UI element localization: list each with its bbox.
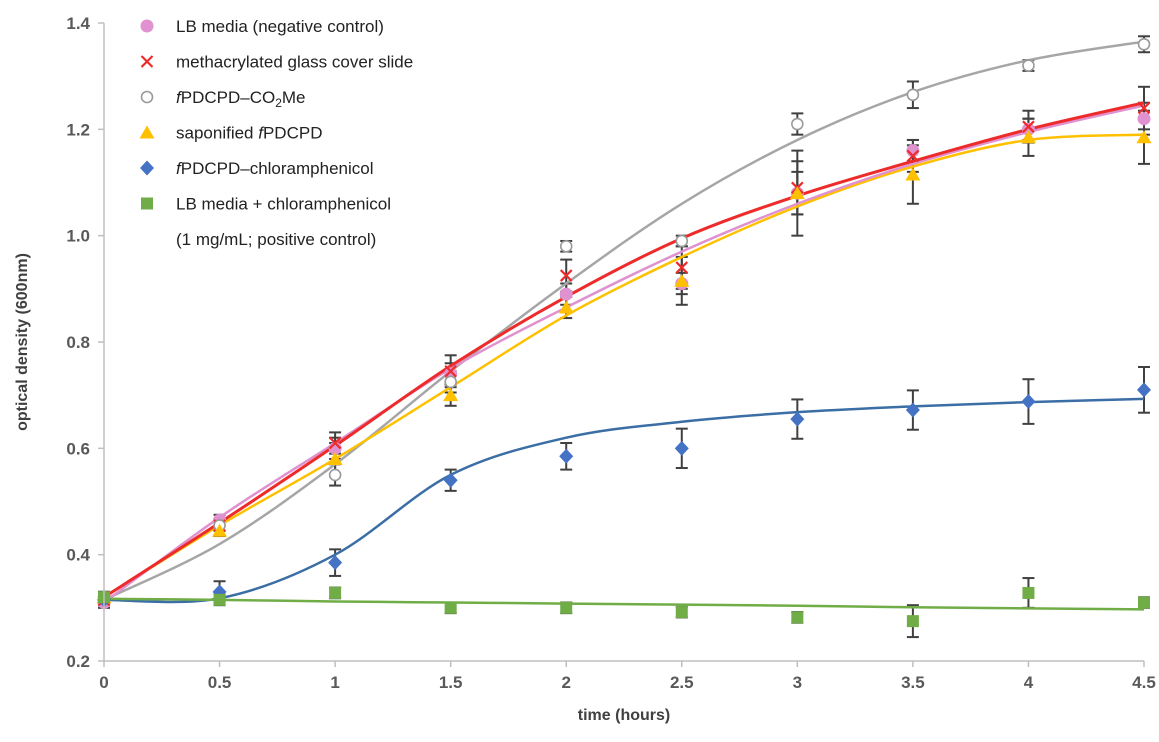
co2me-point bbox=[444, 375, 457, 389]
co2me-point bbox=[906, 88, 920, 102]
glass-point bbox=[559, 269, 573, 282]
legend-entry: (1 mg/mL; positive control) bbox=[176, 230, 376, 249]
co2me-point bbox=[675, 234, 689, 248]
x-tick-label: 0 bbox=[99, 673, 108, 692]
sapon-point bbox=[1136, 130, 1152, 144]
chlor-fit-curve bbox=[103, 397, 1145, 604]
legend-entry: methacrylated glass cover slide bbox=[176, 53, 413, 72]
x-tick-label: 0.5 bbox=[208, 673, 232, 692]
y-tick-label: 0.8 bbox=[66, 333, 90, 352]
chlor-point bbox=[443, 472, 458, 488]
y-tick-label: 0.4 bbox=[66, 546, 90, 565]
pos-point bbox=[675, 606, 688, 619]
data-points bbox=[96, 37, 1152, 628]
glass-point bbox=[1022, 120, 1035, 133]
sapon-point bbox=[1020, 130, 1036, 144]
legend-entry: fPDCPD–CO2Me bbox=[176, 88, 306, 110]
pos-point bbox=[329, 586, 342, 599]
legend-marker-sapon bbox=[139, 125, 155, 139]
fit-curves bbox=[103, 40, 1145, 611]
y-axis-label: optical density (600nm) bbox=[14, 253, 31, 431]
sapon-point bbox=[443, 388, 459, 402]
sapon-point bbox=[212, 523, 228, 537]
chlor-point bbox=[674, 440, 689, 456]
sapon-point bbox=[558, 300, 574, 314]
y-tick-label: 0.6 bbox=[66, 439, 90, 458]
chlor-point bbox=[1021, 394, 1036, 410]
x-axis-label: time (hours) bbox=[578, 707, 670, 724]
y-tick-label: 1.0 bbox=[66, 227, 90, 246]
co2me-point bbox=[328, 468, 342, 482]
co2me-point bbox=[559, 240, 573, 253]
pos-point bbox=[213, 593, 226, 606]
axes: 0 0.5 1 1.5 2 2.5 3 3.5 4 4.5 0.2 0.4 0.6 0.8 1.0 1.2 1.… bbox=[14, 14, 1156, 724]
chlor-point bbox=[1137, 382, 1151, 398]
co2me-point bbox=[1022, 59, 1035, 72]
pos-point bbox=[1138, 596, 1150, 609]
legend-marker-pos bbox=[141, 197, 153, 210]
x-tick-label: 2 bbox=[561, 673, 570, 692]
pos-point bbox=[791, 611, 804, 624]
glass-fit-curve bbox=[103, 101, 1145, 599]
sapon-point bbox=[905, 167, 921, 181]
y-tick-label: 1.4 bbox=[66, 14, 90, 33]
legend-entry: saponified fPDCPD bbox=[176, 124, 322, 143]
glass-point bbox=[675, 261, 689, 274]
lb-point bbox=[1137, 112, 1151, 126]
x-tick-label: 1 bbox=[330, 673, 339, 692]
sapon-fit-curve bbox=[103, 133, 1145, 599]
pos-point bbox=[1022, 586, 1035, 599]
co2me-point bbox=[791, 117, 804, 131]
glass-point bbox=[906, 149, 920, 163]
y-tick-label: 1.2 bbox=[66, 120, 90, 139]
legend: LB media (negative control) methacrylated… bbox=[139, 17, 413, 249]
lb-point bbox=[559, 287, 573, 301]
chlor-point bbox=[905, 402, 920, 418]
sapon-point bbox=[674, 273, 690, 287]
legend-marker-co2me bbox=[140, 90, 154, 104]
x-tick-label: 4.5 bbox=[1132, 673, 1156, 692]
sapon-point bbox=[789, 186, 805, 200]
x-tick-label: 3.5 bbox=[901, 673, 925, 692]
legend-marker-glass bbox=[140, 55, 154, 68]
legend-marker-chlor bbox=[140, 160, 154, 176]
lb-fit-curve bbox=[103, 104, 1145, 604]
legend-entry: fPDCPD–chloramphenicol bbox=[176, 159, 374, 178]
chlor-point bbox=[790, 411, 805, 427]
chlor-point bbox=[328, 555, 343, 571]
lb-point bbox=[1021, 122, 1035, 136]
y-tick-label: 0.2 bbox=[66, 652, 90, 671]
x-tick-label: 2.5 bbox=[670, 673, 694, 692]
co2me-fit-curve bbox=[103, 40, 1145, 601]
pos-point bbox=[560, 601, 573, 614]
chlor-point bbox=[559, 448, 574, 464]
x-tick-label: 1.5 bbox=[439, 673, 463, 692]
pos-fit-curve bbox=[103, 597, 1145, 611]
pos-point bbox=[906, 615, 919, 628]
sapon-point bbox=[327, 451, 343, 465]
x-tick-label: 3 bbox=[793, 673, 802, 692]
legend-marker-lb bbox=[140, 19, 154, 33]
glass-point bbox=[444, 364, 457, 378]
pos-point bbox=[444, 601, 457, 614]
glass-point bbox=[1137, 101, 1151, 115]
x-tick-label: 4 bbox=[1024, 673, 1034, 692]
glass-point bbox=[328, 436, 342, 450]
co2me-point bbox=[1137, 37, 1151, 51]
legend-entry: LB media (negative control) bbox=[176, 17, 384, 36]
legend-entry: LB media + chloramphenicol bbox=[176, 195, 391, 214]
